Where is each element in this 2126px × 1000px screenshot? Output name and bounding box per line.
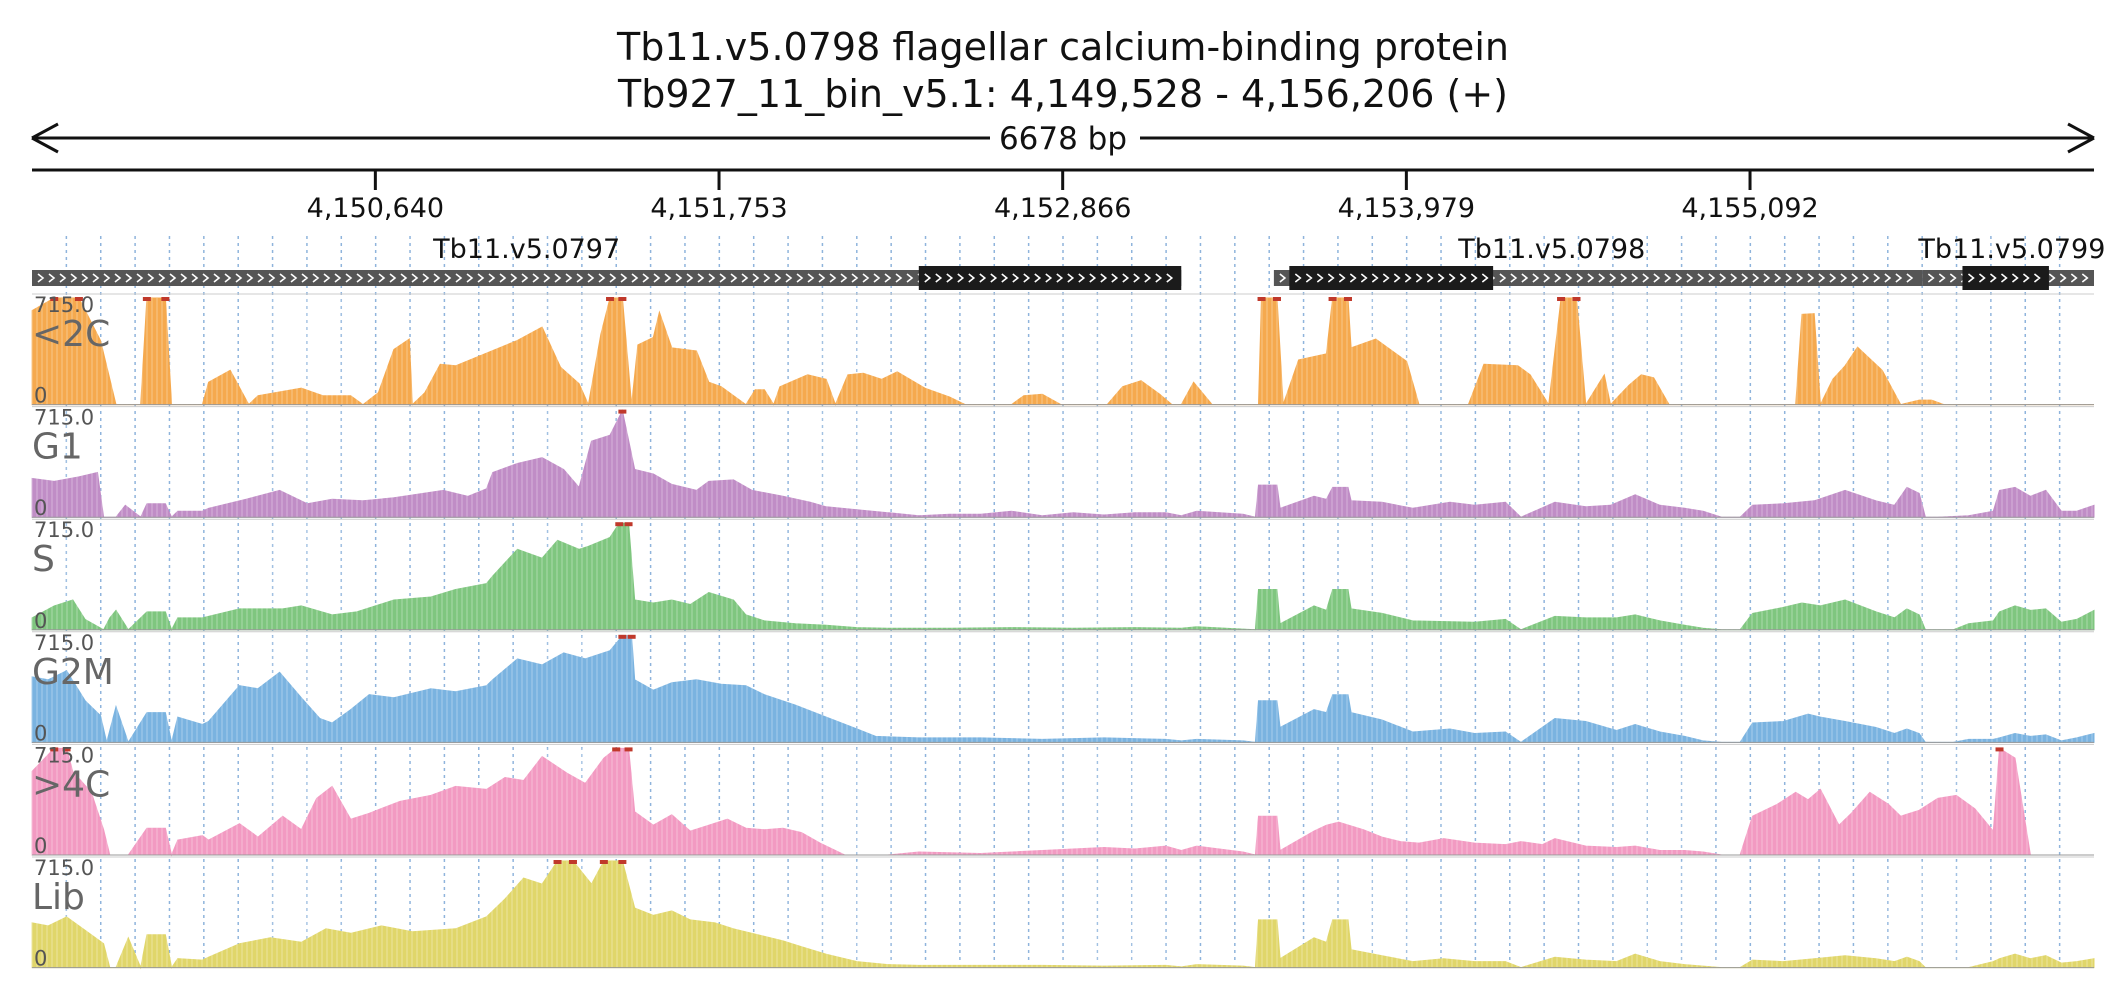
clip-marker — [74, 297, 83, 301]
clip-marker — [1343, 297, 1352, 301]
track-zero-label: 0 — [34, 496, 47, 520]
gene-feature: Tb11.v5.0798 — [1273, 234, 1923, 290]
gene-feature: Tb11.v5.0797 — [32, 234, 1182, 290]
strand-chevron-icon — [1967, 273, 2041, 283]
track-zero-label: 0 — [34, 834, 47, 858]
track-zero-label: 0 — [34, 384, 47, 408]
track-max-label: 715.0 — [34, 631, 94, 655]
coverage-area — [31, 635, 2095, 744]
x-tick-label: 4,152,866 — [994, 193, 1131, 224]
region-subtitle: Tb927_11_bin_v5.1: 4,149,528 - 4,156,206… — [617, 72, 1508, 116]
clip-marker — [553, 860, 562, 864]
clip-marker — [50, 747, 59, 752]
track-name-label: Lib — [32, 877, 85, 918]
coverage-track: 715.0 0 G2M — [31, 631, 2095, 745]
span-label: 6678 bp — [999, 121, 1127, 157]
coordinate-axis: 4,150,640 4,151,753 4,152,866 4,153,979 4,15… — [32, 168, 2094, 224]
track-name-label: <2C — [32, 314, 110, 355]
clip-marker — [618, 297, 627, 301]
track-max-label: 715.0 — [34, 518, 94, 542]
coverage-track: 715.0 0 >4C — [31, 743, 2094, 858]
x-tick-label: 4,150,640 — [307, 193, 444, 224]
span-ruler: 6678 bp — [31, 121, 2095, 157]
clip-marker — [618, 409, 627, 414]
track-name-label: G2M — [32, 652, 114, 693]
clip-marker — [142, 297, 151, 301]
clip-marker — [1995, 747, 2004, 752]
clip-marker — [627, 634, 636, 639]
coverage-track: 715.0 0 Lib — [31, 856, 2095, 971]
clip-marker — [568, 860, 577, 864]
gene-cds-bar — [1289, 266, 1494, 290]
gene-label: Tb11.v5.0798 — [1457, 234, 1645, 265]
clip-marker — [612, 747, 621, 752]
clip-marker — [599, 860, 608, 864]
bin-stripes — [31, 748, 2093, 855]
x-tick-label: 4,153,979 — [1338, 193, 1475, 224]
coverage-area — [31, 747, 2094, 857]
track-name-label: >4C — [32, 764, 110, 805]
figure-title: Tb11.v5.0798 flagellar calcium-binding p… — [616, 25, 1509, 69]
x-tick-label: 4,155,092 — [1681, 193, 1818, 224]
track-zero-label: 0 — [34, 721, 47, 745]
clip-marker — [618, 860, 627, 864]
clip-marker — [606, 297, 615, 301]
gene-label: Tb11.v5.0799 — [1917, 234, 2105, 265]
clip-marker — [624, 747, 633, 752]
bin-stripes — [31, 410, 2093, 518]
track-max-label: 715.0 — [34, 856, 94, 880]
track-max-label: 715.0 — [34, 293, 94, 317]
bin-stripes — [31, 861, 2093, 968]
track-name-label: S — [32, 539, 55, 580]
clip-marker — [1328, 297, 1337, 301]
clip-marker — [50, 297, 59, 301]
gene-label: Tb11.v5.0797 — [432, 234, 620, 265]
gene-feature: Tb11.v5.0799 — [1917, 234, 2105, 290]
span-arrow-right-icon — [2067, 122, 2095, 154]
clip-marker — [615, 522, 624, 527]
clip-marker — [624, 522, 633, 527]
clip-marker — [1272, 297, 1281, 301]
clip-marker — [1257, 297, 1266, 301]
track-zero-label: 0 — [34, 609, 47, 633]
coverage-track: 715.0 0 G1 — [31, 406, 2095, 520]
clip-marker — [1572, 297, 1581, 301]
coverage-area — [31, 297, 2094, 407]
coverage-track: 715.0 0 S — [31, 518, 2095, 633]
strand-chevron-icon — [924, 273, 1174, 283]
bin-stripes — [31, 298, 2093, 405]
clip-marker — [161, 297, 170, 301]
coverage-tracks: 715.00<2C715.00G1715.00S715.00G2M715.00>… — [31, 293, 2095, 971]
bin-stripes — [31, 523, 2093, 630]
clip-marker — [618, 634, 627, 639]
gene-track: Tb11.v5.0797 Tb11.v5.0798 Tb11.v5.0799 — [32, 234, 2105, 290]
coverage-area — [31, 860, 2095, 970]
span-arrow-left-icon — [31, 122, 59, 154]
coverage-area — [31, 409, 2095, 519]
coverage-track: 715.0 0 <2C — [31, 293, 2094, 408]
x-tick-label: 4,151,753 — [650, 193, 787, 224]
gene-utr-bar — [32, 270, 1182, 286]
strand-chevron-icon — [1294, 273, 1489, 283]
bin-stripes — [31, 635, 2093, 743]
coverage-area — [31, 522, 2095, 632]
track-name-label: G1 — [32, 427, 83, 468]
track-max-label: 715.0 — [34, 743, 94, 767]
track-max-label: 715.0 — [34, 406, 94, 430]
track-zero-label: 0 — [34, 947, 47, 971]
clip-marker — [62, 747, 71, 752]
clip-marker — [1557, 297, 1566, 301]
